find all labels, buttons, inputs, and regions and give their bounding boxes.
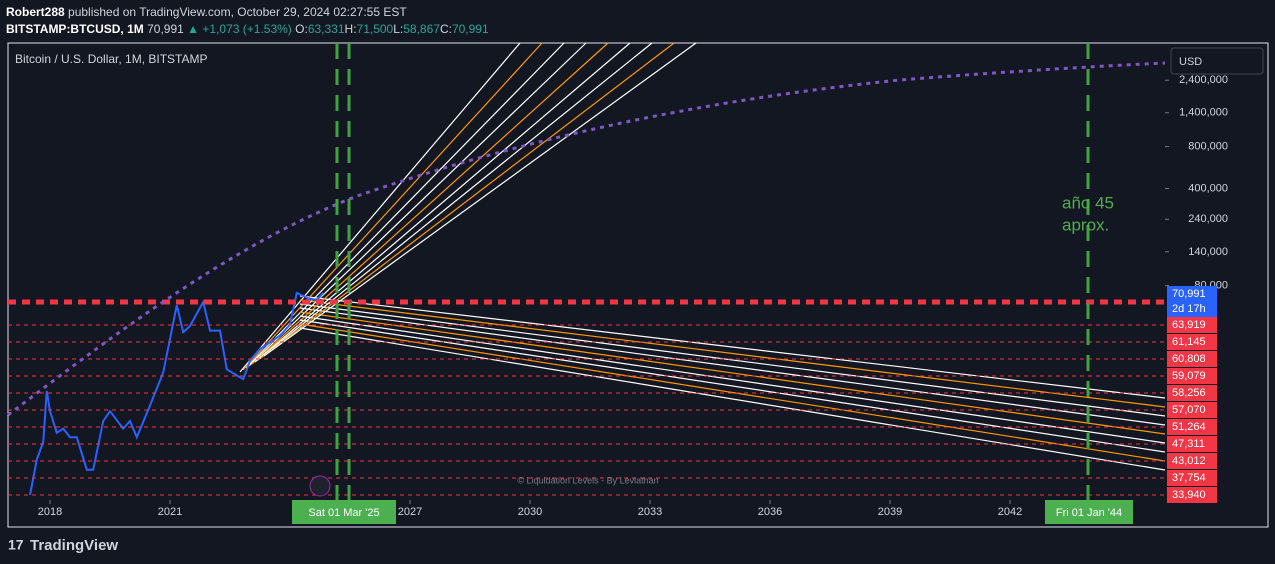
- published: published on TradingView.com, October 29…: [68, 5, 407, 19]
- ohlc-value: 70,991: [451, 22, 489, 36]
- time-marker: Fri 01 Jan '44: [1056, 507, 1122, 519]
- y-tick-label: 140,000: [1188, 246, 1228, 258]
- level-label: 33,940: [1172, 489, 1206, 501]
- level-label: 51,264: [1172, 421, 1206, 433]
- level-badge: [1167, 334, 1217, 350]
- currency: USD: [1179, 56, 1202, 68]
- fib-fan-line: [257, 42, 653, 361]
- level-label: 59,079: [1172, 370, 1206, 382]
- fib-fan-line: [299, 303, 1166, 417]
- currency-box: [1170, 47, 1264, 75]
- fib-fan-line: [299, 319, 1166, 453]
- x-tick-label: 2033: [638, 506, 662, 518]
- x-tick-label: 2018: [38, 506, 62, 518]
- level-badge: [1167, 402, 1217, 418]
- brand: TradingView: [30, 537, 118, 554]
- level-badge: [1167, 487, 1217, 503]
- annotation: año 45: [1062, 193, 1114, 212]
- ohlc-value: 58,867: [403, 22, 440, 36]
- symbol: BITSTAMP:BTCUSD, 1M: [6, 22, 144, 36]
- header: Robert288 published on TradingView.com, …: [6, 4, 489, 38]
- y-tick-label: 800,000: [1188, 140, 1228, 152]
- x-tick-label: 2042: [998, 506, 1022, 518]
- ohlc-value: 71,500: [356, 22, 394, 36]
- fib-fan-line: [251, 42, 609, 365]
- x-tick-label: 2021: [158, 506, 182, 518]
- time-marker: Sat 01 Mar '25: [308, 507, 379, 519]
- x-tick-label: 2030: [518, 506, 542, 518]
- ohlc: O:63,331H:71,500L:58,867C:70,991: [295, 22, 489, 36]
- last-price-badge: [1167, 286, 1217, 318]
- y-tick-label: 2,400,000: [1179, 74, 1228, 86]
- power-law-curve: [7, 61, 1166, 417]
- fib-fan-line: [299, 299, 1166, 408]
- ohlc-key: O:: [295, 22, 308, 36]
- fib-fan-line: [299, 311, 1166, 435]
- level-label: 57,070: [1172, 404, 1206, 416]
- ohlc-value: 63,331: [307, 22, 345, 36]
- level-label: 47,311: [1172, 438, 1205, 450]
- x-tick-label: 2039: [878, 506, 902, 518]
- level-badge: [1167, 385, 1217, 401]
- time-marker-badge: [1045, 500, 1133, 524]
- fib-fan-line: [299, 295, 1166, 399]
- up-arrow: ▲: [187, 22, 200, 36]
- publish-line: Robert288 published on TradingView.com, …: [6, 4, 489, 21]
- level-badge: [1167, 351, 1217, 367]
- x-tick-label: 2036: [758, 506, 782, 518]
- chart-title: Bitcoin / U.S. Dollar, 1M, BITSTAMP: [15, 52, 208, 66]
- price-line: [29, 291, 324, 496]
- level-badge: [1167, 419, 1217, 435]
- level-label: 37,754: [1172, 472, 1206, 484]
- level-badge: [1167, 470, 1217, 486]
- ohlc-key: H:: [344, 22, 357, 36]
- fib-fan-line: [299, 323, 1166, 462]
- y-tick-label: 240,000: [1188, 213, 1228, 225]
- fib-fan-line: [260, 42, 675, 359]
- fib-fan-line: [245, 42, 565, 369]
- level-label: 61,145: [1172, 336, 1206, 348]
- ohlc-key: L:: [393, 22, 404, 36]
- level-label: 43,012: [1172, 455, 1206, 467]
- last-price: 70,991: [1172, 288, 1206, 300]
- brand-logo: 17: [8, 537, 24, 553]
- annotation: aprox.: [1062, 215, 1109, 234]
- countdown: 2d 17h: [1172, 303, 1206, 315]
- change: +1,073 (+1.53%): [202, 22, 292, 36]
- x-tick-label: 2027: [398, 506, 422, 518]
- fib-fan-line: [239, 42, 521, 373]
- fib-fan-line: [248, 42, 587, 367]
- level-badge: [1167, 436, 1217, 452]
- ohlc-key: C:: [439, 22, 452, 36]
- level-label: 63,919: [1172, 319, 1206, 331]
- fib-fan-line: [254, 42, 631, 363]
- fib-fan-line: [299, 327, 1166, 471]
- level-badge: [1167, 453, 1217, 469]
- level-label: 58,256: [1172, 387, 1206, 399]
- time-marker-badge: [292, 500, 396, 524]
- level-badge: [1167, 317, 1217, 333]
- fib-fan-line: [299, 315, 1166, 444]
- level-badge: [1167, 368, 1217, 384]
- watermark: © Liquidation Levels - By Leviathan: [517, 475, 658, 485]
- fib-fan-line: [299, 307, 1166, 426]
- user: Robert288: [6, 5, 65, 19]
- chart-frame: [7, 42, 1269, 528]
- symbol-line: BITSTAMP:BTCUSD, 1M 70,991 ▲ +1,073 (+1.…: [6, 21, 489, 38]
- event-icon: [309, 475, 331, 497]
- level-label: 60,808: [1172, 353, 1206, 365]
- y-tick-label: 400,000: [1188, 182, 1228, 194]
- last: 70,991: [147, 22, 184, 36]
- y-tick-label: 1,400,000: [1179, 107, 1228, 119]
